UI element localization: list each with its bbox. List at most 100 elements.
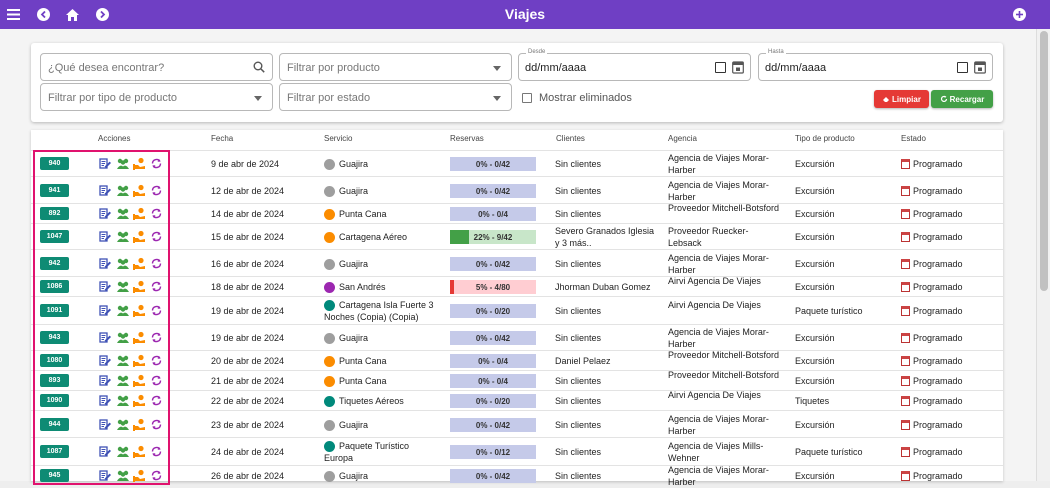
passengers-icon[interactable] — [116, 374, 129, 387]
assign-person-icon[interactable] — [133, 157, 146, 170]
edit-icon[interactable] — [99, 418, 112, 431]
passengers-icon[interactable] — [116, 230, 129, 243]
trip-id-badge[interactable]: 1091 — [40, 304, 69, 317]
assign-person-icon[interactable] — [133, 374, 146, 387]
passengers-icon[interactable] — [116, 354, 129, 367]
recargar-button[interactable]: Recargar — [931, 90, 993, 108]
trip-id-badge[interactable]: 1086 — [40, 280, 69, 293]
sync-icon[interactable] — [150, 230, 163, 243]
servicio-cell[interactable]: Tiquetes Aéreos — [324, 395, 439, 408]
sync-icon[interactable] — [150, 304, 163, 317]
assign-person-icon[interactable] — [133, 469, 146, 482]
header-servicio[interactable]: Servicio — [324, 134, 353, 143]
trip-id-badge[interactable]: 944 — [40, 418, 69, 431]
assign-person-icon[interactable] — [133, 354, 146, 367]
servicio-cell[interactable]: San Andrés — [324, 281, 439, 294]
forward-icon[interactable] — [95, 7, 110, 22]
assign-person-icon[interactable] — [133, 418, 146, 431]
tipo-producto-select[interactable]: Filtrar por tipo de producto — [40, 83, 273, 111]
edit-icon[interactable] — [99, 304, 112, 317]
servicio-cell[interactable]: Guajira — [324, 258, 439, 271]
trip-id-badge[interactable]: 943 — [40, 331, 69, 344]
servicio-cell[interactable]: Cartagena Isla Fuerte 3 Noches (Copia) (… — [324, 299, 439, 323]
assign-person-icon[interactable] — [133, 304, 146, 317]
search-icon[interactable] — [253, 61, 265, 75]
calendar-picker-icon[interactable] — [974, 60, 986, 74]
edit-icon[interactable] — [99, 207, 112, 220]
mostrar-eliminados-row[interactable]: Mostrar eliminados — [522, 92, 632, 104]
passengers-icon[interactable] — [116, 304, 129, 317]
servicio-cell[interactable]: Guajira — [324, 470, 439, 483]
passengers-icon[interactable] — [116, 469, 129, 482]
trip-id-badge[interactable]: 1047 — [40, 230, 69, 243]
mostrar-eliminados-checkbox[interactable] — [522, 93, 532, 103]
assign-person-icon[interactable] — [133, 184, 146, 197]
sync-icon[interactable] — [150, 331, 163, 344]
assign-person-icon[interactable] — [133, 230, 146, 243]
header-agencia[interactable]: Agencia — [668, 134, 697, 143]
servicio-cell[interactable]: Punta Cana — [324, 375, 439, 388]
search-input[interactable]: ¿Qué desea encontrar? — [40, 53, 273, 81]
sync-icon[interactable] — [150, 354, 163, 367]
menu-icon[interactable] — [6, 7, 21, 22]
trip-id-badge[interactable]: 892 — [40, 207, 69, 220]
servicio-cell[interactable]: Guajira — [324, 332, 439, 345]
sync-icon[interactable] — [150, 445, 163, 458]
trip-id-badge[interactable]: 1087 — [40, 445, 69, 458]
trip-id-badge[interactable]: 1090 — [40, 394, 69, 407]
edit-icon[interactable] — [99, 374, 112, 387]
hasta-date-input[interactable]: Hasta dd/mm/aaaa — [758, 49, 993, 81]
sync-icon[interactable] — [150, 394, 163, 407]
edit-icon[interactable] — [99, 394, 112, 407]
calendar-icon[interactable] — [715, 62, 726, 73]
edit-icon[interactable] — [99, 230, 112, 243]
producto-select[interactable]: Filtrar por producto — [279, 53, 512, 81]
back-icon[interactable] — [36, 7, 51, 22]
servicio-cell[interactable]: Guajira — [324, 158, 439, 171]
header-reservas[interactable]: Reservas — [450, 134, 484, 143]
edit-icon[interactable] — [99, 280, 112, 293]
sync-icon[interactable] — [150, 257, 163, 270]
add-icon[interactable] — [1012, 7, 1027, 22]
sync-icon[interactable] — [150, 157, 163, 170]
sync-icon[interactable] — [150, 374, 163, 387]
servicio-cell[interactable]: Punta Cana — [324, 208, 439, 221]
home-icon[interactable] — [65, 7, 80, 22]
assign-person-icon[interactable] — [133, 445, 146, 458]
header-clientes[interactable]: Clientes — [556, 134, 585, 143]
edit-icon[interactable] — [99, 184, 112, 197]
passengers-icon[interactable] — [116, 207, 129, 220]
passengers-icon[interactable] — [116, 394, 129, 407]
trip-id-badge[interactable]: 940 — [40, 157, 69, 170]
assign-person-icon[interactable] — [133, 257, 146, 270]
header-estado[interactable]: Estado — [901, 134, 926, 143]
trip-id-badge[interactable]: 941 — [40, 184, 69, 197]
servicio-cell[interactable]: Guajira — [324, 185, 439, 198]
trip-id-badge[interactable]: 893 — [40, 374, 69, 387]
edit-icon[interactable] — [99, 157, 112, 170]
servicio-cell[interactable]: Punta Cana — [324, 355, 439, 368]
estado-select[interactable]: Filtrar por estado — [279, 83, 512, 111]
sync-icon[interactable] — [150, 418, 163, 431]
servicio-cell[interactable]: Guajira — [324, 419, 439, 432]
passengers-icon[interactable] — [116, 184, 129, 197]
assign-person-icon[interactable] — [133, 331, 146, 344]
header-fecha[interactable]: Fecha — [211, 134, 234, 143]
edit-icon[interactable] — [99, 354, 112, 367]
sync-icon[interactable] — [150, 280, 163, 293]
passengers-icon[interactable] — [116, 157, 129, 170]
edit-icon[interactable] — [99, 331, 112, 344]
passengers-icon[interactable] — [116, 445, 129, 458]
assign-person-icon[interactable] — [133, 394, 146, 407]
scrollbar-thumb[interactable] — [1040, 31, 1048, 291]
edit-icon[interactable] — [99, 469, 112, 482]
limpiar-button[interactable]: Limpiar — [874, 90, 929, 108]
sync-icon[interactable] — [150, 184, 163, 197]
assign-person-icon[interactable] — [133, 207, 146, 220]
assign-person-icon[interactable] — [133, 280, 146, 293]
calendar-picker-icon[interactable] — [732, 60, 744, 74]
scrollbar[interactable] — [1036, 29, 1050, 481]
servicio-cell[interactable]: Paquete Turístico Europa — [324, 440, 439, 464]
edit-icon[interactable] — [99, 257, 112, 270]
passengers-icon[interactable] — [116, 257, 129, 270]
